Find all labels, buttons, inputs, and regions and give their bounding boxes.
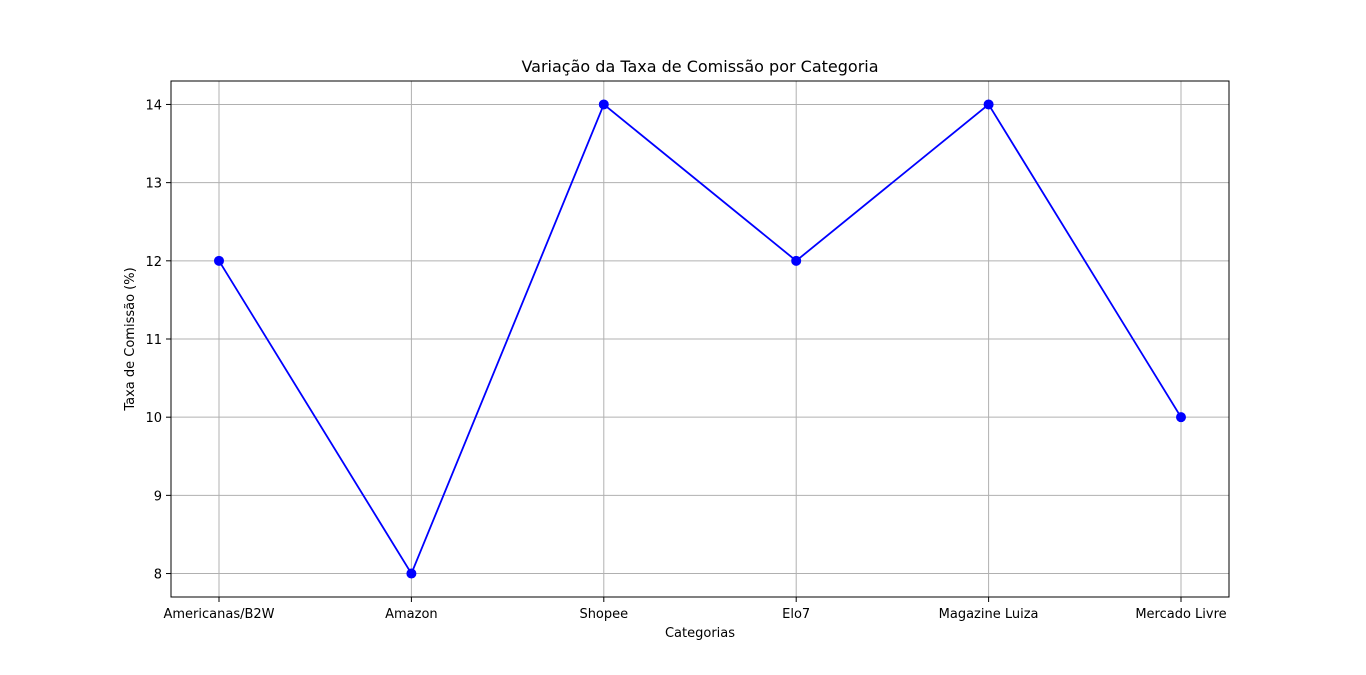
x-tick-label: Americanas/B2W — [163, 607, 274, 622]
x-axis-label: Categorias — [665, 626, 735, 641]
y-tick-label: 11 — [145, 333, 162, 348]
x-tick-label: Amazon — [385, 607, 438, 622]
y-tick-label: 13 — [145, 177, 162, 192]
y-tick-label: 8 — [154, 568, 162, 583]
y-tick-label: 12 — [145, 255, 162, 270]
y-tick-label: 10 — [145, 411, 162, 426]
y-tick-label: 14 — [145, 98, 162, 113]
x-tick-label: Mercado Livre — [1135, 607, 1226, 622]
x-tick-label: Shopee — [579, 607, 628, 622]
y-tick-label: 9 — [154, 489, 162, 504]
x-tick-label: Magazine Luiza — [939, 607, 1039, 622]
series-layer — [214, 99, 1186, 579]
data-point — [983, 99, 994, 110]
chart-title: Variação da Taxa de Comissão por Categor… — [521, 57, 878, 76]
data-point — [406, 568, 417, 579]
grid-lines — [171, 81, 1229, 597]
data-point — [214, 255, 224, 266]
axis-ticks: Americanas/B2W Amazon Shopee Elo7 Magazine L… — [145, 98, 1226, 622]
series-line — [218, 103, 1182, 575]
data-point — [791, 255, 802, 266]
data-point — [1176, 412, 1186, 423]
y-axis-label: Taxa de Comissão (%) — [123, 267, 138, 411]
data-point — [598, 99, 609, 110]
x-tick-label: Elo7 — [782, 607, 810, 622]
